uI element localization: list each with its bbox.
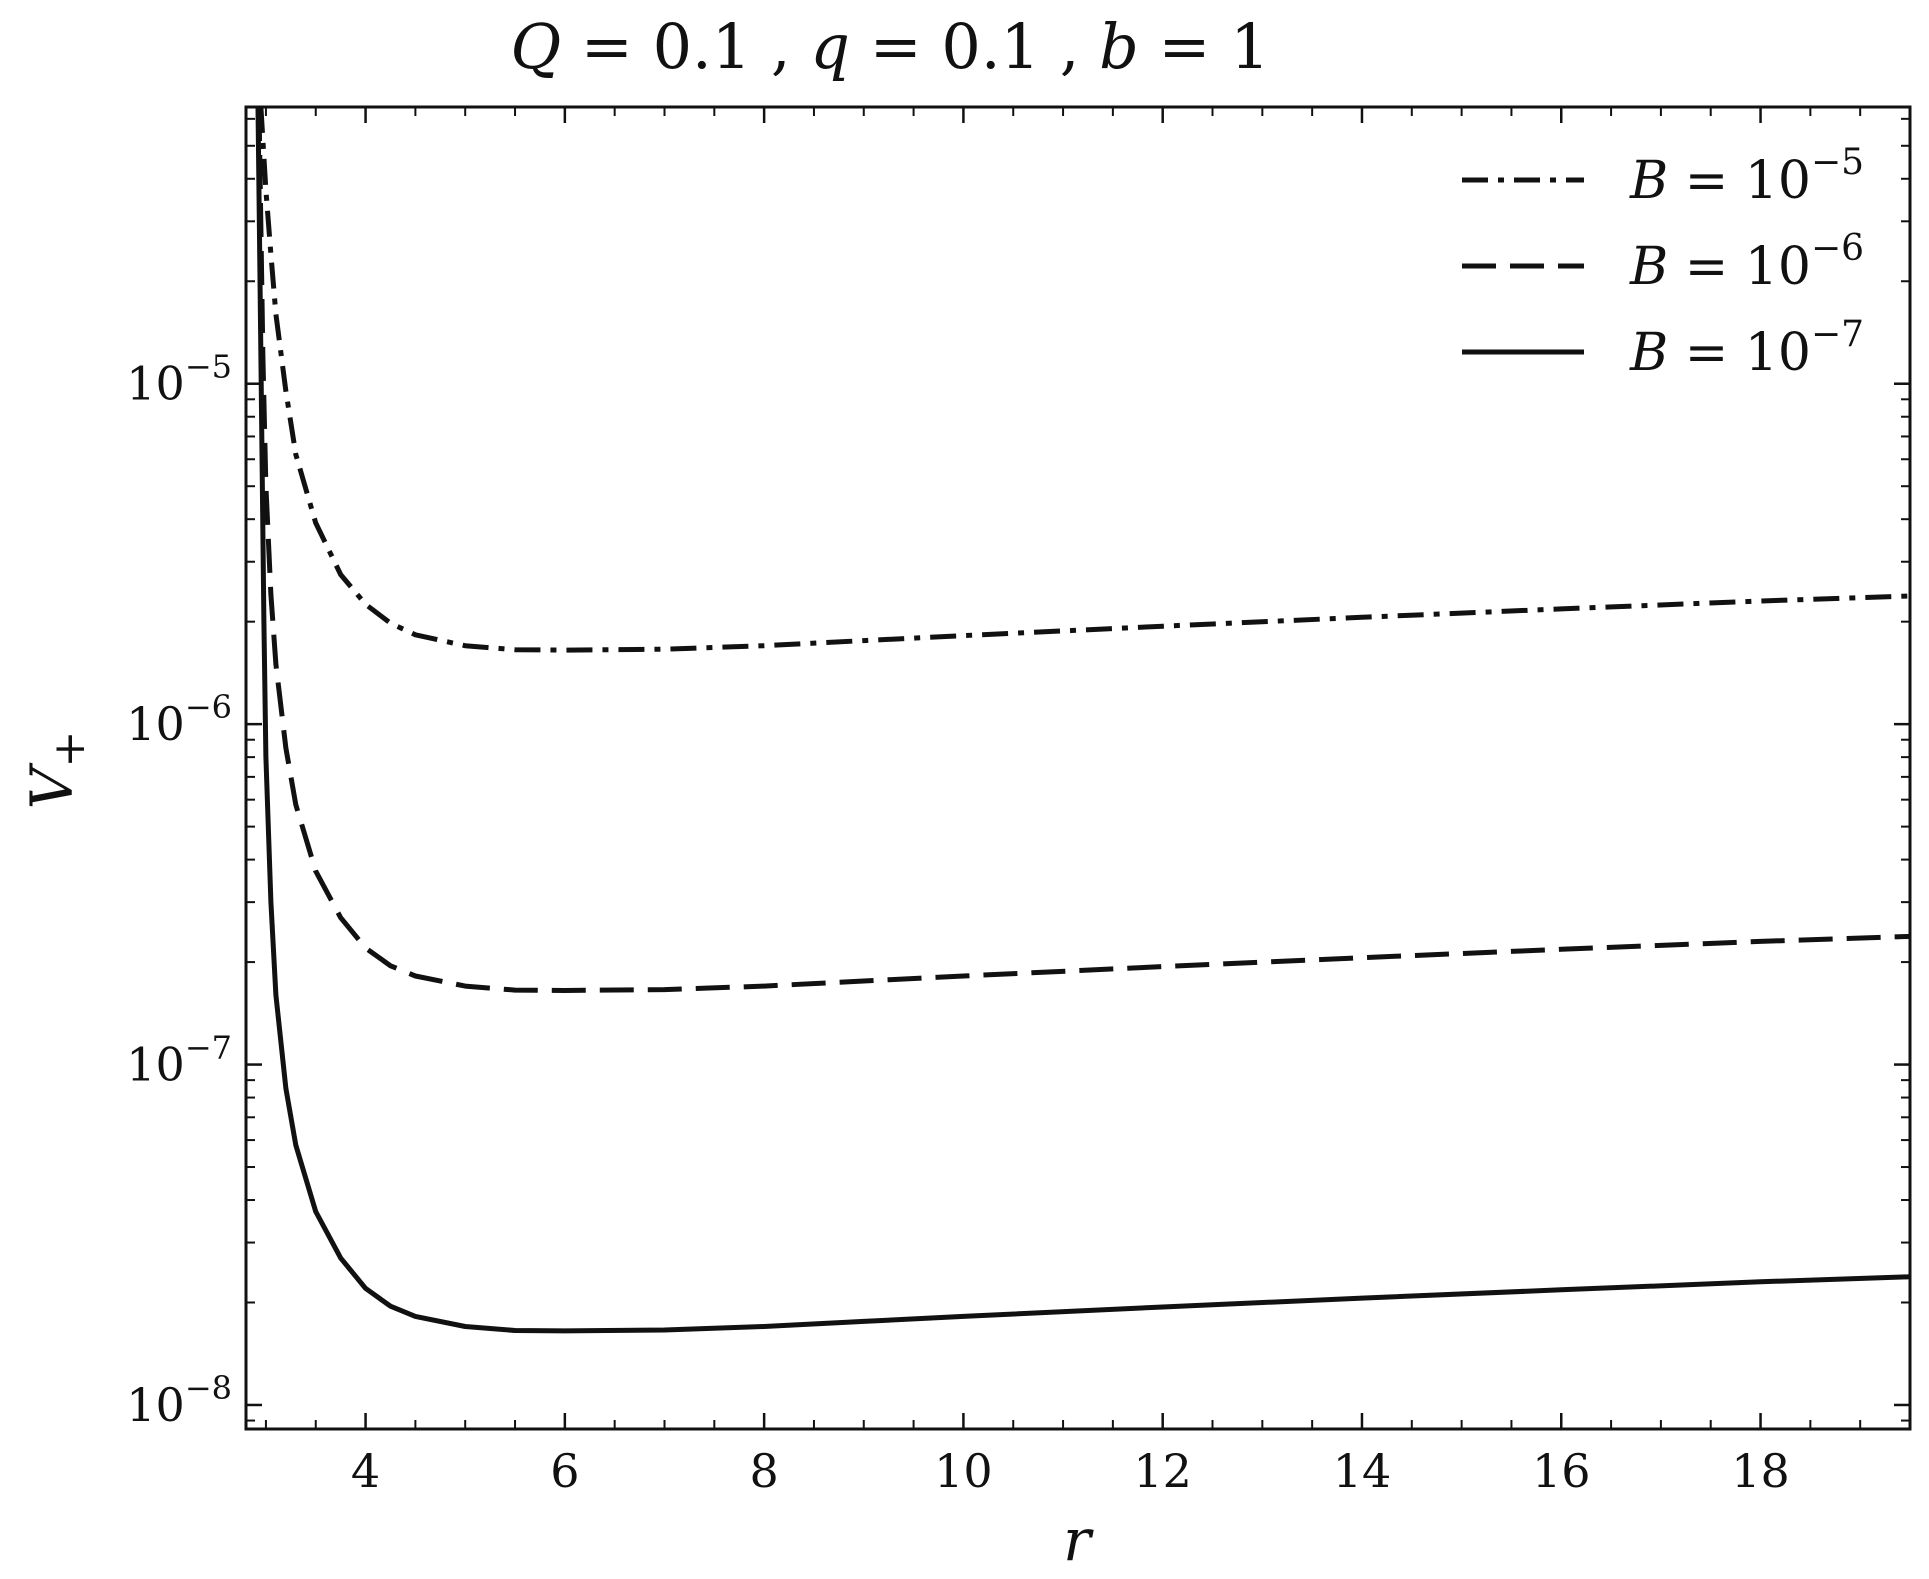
x-tick-label: 12: [1133, 1444, 1192, 1498]
legend: B = 10−5 B = 10−6 B = 10−7: [1462, 142, 1864, 383]
legend-label-1: B = 10−5: [1629, 142, 1864, 211]
x-axis-label: r: [1063, 1506, 1094, 1574]
series-line-2: [256, 107, 1910, 993]
y-tick-label: 10−6: [126, 688, 232, 751]
y-tick-label: 10−8: [126, 1369, 232, 1432]
x-tick-label: 6: [550, 1444, 579, 1498]
x-tick-label: 14: [1333, 1444, 1392, 1498]
y-axis-label: V+: [18, 731, 95, 810]
x-tick-label: 10: [934, 1444, 993, 1498]
y-tick-label: 10−5: [126, 348, 232, 411]
legend-label-3: B = 10−7: [1629, 314, 1864, 383]
chart-title: Q = 0.1 , q = 0.1 , b = 1: [510, 10, 1269, 83]
series-layer: [255, 107, 1910, 1334]
series-line-3: [255, 107, 1910, 1334]
title-b-value: 1: [1230, 10, 1269, 83]
x-tick-label: 16: [1532, 1444, 1591, 1498]
x-tick-label: 4: [351, 1444, 380, 1498]
title-q-value: 0.1: [941, 10, 1040, 83]
y-tick-label: 10−7: [126, 1029, 232, 1092]
legend-label-2: B = 10−6: [1629, 228, 1864, 297]
series-line-1: [258, 107, 1910, 653]
x-tick-label: 8: [749, 1444, 778, 1498]
ticks-layer: 4 6 8 10 12 14 16 18 10−8 10−7 10−6 10−5: [126, 107, 1911, 1498]
plot-frame: [244, 105, 1912, 1431]
x-tick-label: 18: [1731, 1444, 1790, 1498]
title-Q-value: 0.1: [653, 10, 752, 83]
svg-text:V+: V+: [18, 731, 95, 810]
